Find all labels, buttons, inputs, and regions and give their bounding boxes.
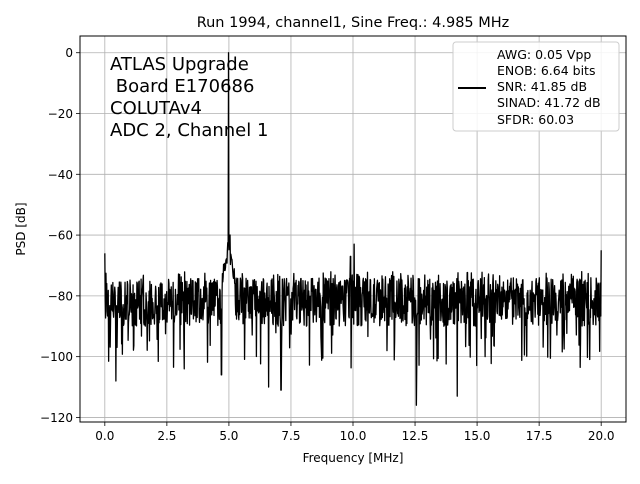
annotation-line: ATLAS Upgrade — [110, 54, 249, 75]
y-tick-label: −120 — [40, 411, 73, 425]
x-tick-label: 17.5 — [526, 429, 553, 443]
x-tick-label: 10.0 — [340, 429, 367, 443]
y-tick-label: −20 — [48, 107, 73, 121]
legend: AWG: 0.05 Vpp ENOB: 6.64 bits SNR: 41.85… — [453, 42, 619, 131]
annotation-line: COLUTAv4 — [110, 98, 202, 119]
x-tick-label: 2.5 — [157, 429, 176, 443]
x-tick-label: 15.0 — [464, 429, 491, 443]
annotation-line: Board E170686 — [110, 76, 254, 97]
x-tick-label: 7.5 — [281, 429, 300, 443]
legend-entry: SNR: 41.85 dB — [497, 79, 587, 94]
x-tick-label: 0.0 — [95, 429, 114, 443]
x-tick-label: 20.0 — [588, 429, 615, 443]
y-tick-label: −40 — [48, 168, 73, 182]
y-tick-label: −100 — [40, 350, 73, 364]
annotation-line: ADC 2, Channel 1 — [110, 120, 268, 141]
x-tick-label: 12.5 — [402, 429, 429, 443]
legend-entry: ENOB: 6.64 bits — [497, 63, 595, 78]
legend-entry: SINAD: 41.72 dB — [497, 95, 601, 110]
y-tick-label: −80 — [48, 289, 73, 303]
legend-entry: SFDR: 60.03 — [497, 112, 574, 127]
y-tick-label: −60 — [48, 229, 73, 243]
x-tick-label: 5.0 — [219, 429, 238, 443]
x-axis-label: Frequency [MHz] — [303, 451, 404, 465]
y-axis-label: PSD [dB] — [14, 202, 28, 255]
chart-title: Run 1994, channel1, Sine Freq.: 4.985 MH… — [197, 15, 510, 31]
legend-entry: AWG: 0.05 Vpp — [497, 47, 591, 62]
y-tick-label: 0 — [65, 46, 73, 60]
